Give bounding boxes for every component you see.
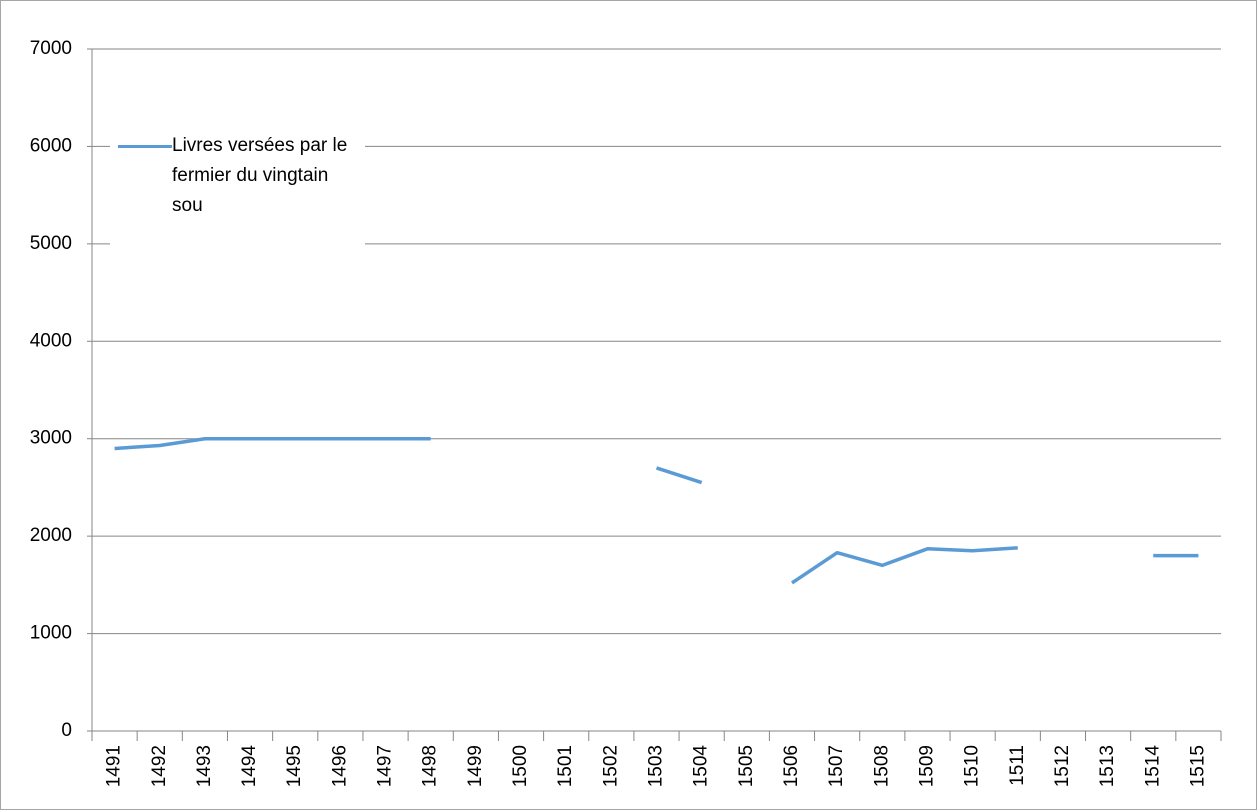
y-tick-label: 0 — [61, 720, 72, 741]
y-tick-label: 4000 — [30, 330, 72, 351]
x-tick-label: 1502 — [600, 745, 621, 787]
legend: Livres versées par le fermier du vingtai… — [110, 127, 365, 245]
x-tick-label: 1505 — [736, 745, 757, 787]
x-tick-label: 1500 — [510, 745, 531, 787]
x-tick-label: 1503 — [646, 745, 667, 787]
x-tick-label: 1496 — [329, 745, 350, 787]
y-tick-label: 1000 — [30, 623, 72, 644]
x-tick-label: 1497 — [375, 745, 396, 787]
x-tick-label: 1501 — [555, 745, 576, 787]
y-tick-label: 3000 — [30, 428, 72, 449]
x-tick-label: 1508 — [871, 745, 892, 787]
x-tick-label: 1512 — [1052, 745, 1073, 787]
x-tick-label: 1510 — [962, 745, 983, 787]
x-tick-label: 1493 — [194, 745, 215, 787]
x-tick-label: 1494 — [239, 745, 260, 788]
legend-swatch — [118, 145, 172, 148]
x-tick-label: 1492 — [149, 745, 170, 787]
x-tick-label: 1506 — [781, 745, 802, 787]
y-tick-label: 6000 — [30, 135, 72, 156]
x-tick-label: 1498 — [420, 745, 441, 787]
x-tick-label: 1491 — [104, 745, 125, 787]
y-tick-label: 7000 — [30, 38, 72, 59]
x-tick-label: 1514 — [1142, 745, 1163, 788]
legend-label: Livres versées par le fermier du vingtai… — [172, 135, 348, 216]
x-tick-label: 1499 — [465, 745, 486, 787]
x-tick-label: 1513 — [1097, 745, 1118, 787]
x-tick-label: 1504 — [691, 745, 712, 788]
series-line — [114, 436, 1199, 585]
x-tick-label: 1509 — [916, 745, 937, 787]
x-tick-label: 1495 — [284, 745, 305, 787]
x-tick-label: 1507 — [826, 745, 847, 787]
x-tick-label: 1515 — [1187, 745, 1208, 787]
x-tick-label: 1511 — [1007, 745, 1028, 786]
y-tick-label: 2000 — [30, 525, 72, 546]
y-tick-label: 5000 — [30, 233, 72, 254]
